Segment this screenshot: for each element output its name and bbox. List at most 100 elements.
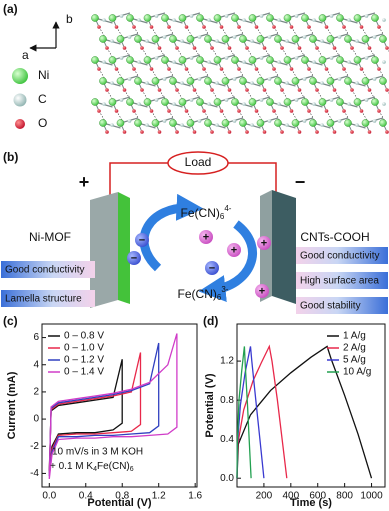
- o-atom: [149, 109, 154, 113]
- ni-atom: [126, 14, 134, 22]
- ni-atom: [266, 14, 274, 22]
- c-atom: [110, 39, 114, 43]
- o-atom: [132, 109, 136, 113]
- ni-atom: [344, 119, 352, 127]
- feature-box: [296, 297, 388, 314]
- ni-atom: [178, 56, 187, 64]
- legend-label: 5 A/g: [343, 355, 366, 366]
- ni-atom: [221, 119, 230, 127]
- ni-atom: [196, 14, 204, 22]
- electrode-label: CNTs-COOH: [300, 230, 369, 244]
- o-atom: [324, 109, 329, 113]
- o-atom: [245, 130, 249, 134]
- hbond: [238, 110, 246, 122]
- o-atom: [280, 46, 284, 50]
- c-atom: [285, 81, 289, 85]
- o-atom: [307, 109, 311, 113]
- o-atom: [140, 88, 144, 92]
- c-atom: [364, 14, 369, 18]
- x-tick-label: 1.6: [188, 491, 202, 502]
- c-atom: [302, 77, 307, 81]
- hbond: [361, 68, 368, 80]
- series-line: [48, 352, 142, 474]
- legend-label: 2 A/g: [343, 343, 366, 354]
- ni-atom: [186, 77, 195, 85]
- ni-atom: [169, 35, 177, 43]
- electrode-label: Ni-MOF: [29, 230, 71, 244]
- c-atom: [372, 35, 377, 39]
- ion-formula: Fe(CN)64-: [181, 204, 232, 221]
- o-atom: [157, 130, 162, 134]
- c-atom: [127, 119, 132, 123]
- hbond: [256, 26, 263, 38]
- ni-atom: [186, 35, 195, 43]
- c-atom: [302, 119, 307, 123]
- c-atom: [180, 123, 184, 127]
- feature-label: High surface area: [300, 276, 379, 287]
- c-atom: [250, 39, 254, 43]
- hbond: [133, 26, 141, 38]
- c-atom: [215, 123, 219, 127]
- c-atom: [127, 35, 132, 39]
- o-atom: [97, 25, 101, 29]
- hbond: [116, 110, 123, 122]
- ni-atom: [161, 56, 169, 64]
- o-atom: [245, 88, 249, 92]
- o-atom: [350, 88, 354, 92]
- electrode: [118, 192, 130, 304]
- hbond: [343, 110, 351, 122]
- ni-atom: [186, 119, 195, 127]
- o-atom: [324, 25, 329, 29]
- panel-label: (a): [3, 2, 18, 16]
- ni-atom: [239, 77, 247, 85]
- o-atom: [324, 67, 329, 71]
- o-atom: [350, 130, 354, 134]
- ni-atom: [371, 98, 379, 106]
- ni-atom: [301, 14, 309, 22]
- ion-sup: 3-: [221, 285, 228, 294]
- feature-box: [296, 272, 388, 289]
- hbond: [98, 68, 106, 80]
- o-atom: [132, 67, 136, 71]
- ni-atom: [231, 14, 239, 22]
- ni-atom: [283, 98, 292, 106]
- o-atom: [202, 25, 206, 29]
- c-atom: [232, 77, 237, 81]
- c-atom: [197, 119, 202, 123]
- c-atom: [355, 123, 359, 127]
- x-tick-label: 0.0: [42, 491, 56, 502]
- y-tick-label: 0.0: [220, 473, 234, 484]
- ni-atom: [283, 56, 292, 64]
- c-atom: [207, 102, 211, 106]
- c-atom: [119, 56, 124, 60]
- o-atom: [149, 25, 154, 29]
- axis-label: b: [66, 12, 73, 26]
- c-atom: [259, 98, 264, 102]
- c-atom: [320, 123, 324, 127]
- hbond: [343, 68, 351, 80]
- o-atom: [167, 109, 171, 113]
- hbond: [343, 26, 351, 38]
- ni-atom: [309, 119, 317, 127]
- legend-atom: [13, 93, 27, 107]
- c-atom: [312, 60, 316, 64]
- c-atom: [154, 56, 159, 60]
- o-atom: [105, 46, 109, 50]
- ni-atom: [169, 77, 177, 85]
- hbond: [186, 26, 193, 38]
- c-atom: [224, 14, 229, 18]
- c-atom: [102, 18, 106, 22]
- annotation-part: 6: [130, 466, 134, 473]
- o-atom: [237, 67, 241, 71]
- ion-base: Fe(CN): [181, 206, 220, 220]
- ni-atom: [283, 14, 292, 22]
- c-atom: [207, 18, 211, 22]
- c-atom: [145, 81, 149, 85]
- ni-atom: [221, 35, 230, 43]
- o-atom: [332, 46, 337, 50]
- hbond: [308, 110, 316, 122]
- c-atom: [215, 39, 219, 43]
- y-tick-label: 0.8: [220, 395, 234, 406]
- ni-atom: [204, 119, 212, 127]
- ni-atom: [169, 119, 177, 127]
